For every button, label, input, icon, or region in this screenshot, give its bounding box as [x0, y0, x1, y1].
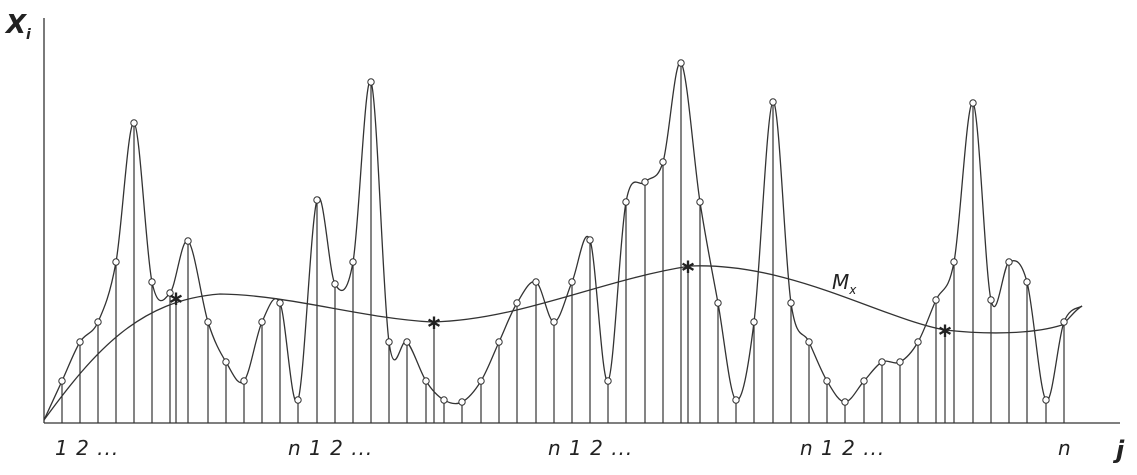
star-marker: ∗ [168, 286, 185, 310]
sample-point [166, 289, 174, 297]
sample-point [732, 396, 740, 404]
sample-point [568, 278, 576, 286]
sample-point [403, 338, 411, 346]
sample-point [1023, 278, 1031, 286]
x-tick-label: n [1058, 436, 1072, 460]
sample-point [750, 318, 758, 326]
sample-point [622, 198, 630, 206]
sample-point [58, 377, 66, 385]
sample-point [313, 196, 321, 204]
y-axis-label: Xi [6, 10, 31, 44]
sample-point [823, 377, 831, 385]
sample-point [914, 338, 922, 346]
star-marker: ∗ [680, 254, 697, 278]
sample-point [714, 299, 722, 307]
x-tick-label: n 1 2 ... [548, 436, 634, 460]
sample-point [896, 358, 904, 366]
sample-point [696, 198, 704, 206]
sample-point [878, 358, 886, 366]
x-tick-label: n 1 2 ... [288, 436, 374, 460]
sample-point [94, 318, 102, 326]
sample-point [1005, 258, 1013, 266]
sample-point [440, 396, 448, 404]
sample-point [969, 99, 977, 107]
sample-point [148, 278, 156, 286]
sample-point [458, 398, 466, 406]
sample-point [550, 318, 558, 326]
sample-point [586, 236, 594, 244]
sample-point [987, 296, 995, 304]
sample-point [787, 299, 795, 307]
sample-point [641, 178, 649, 186]
stem-lines [61, 63, 1065, 423]
sample-point [367, 78, 375, 86]
sample-point [932, 296, 940, 304]
star-marker: ∗ [426, 310, 443, 334]
sample-point [240, 377, 248, 385]
sample-point [184, 237, 192, 245]
sample-point [950, 258, 958, 266]
sample-point [112, 258, 120, 266]
sample-point [130, 119, 138, 127]
x-tick-label: 1 2 ... [55, 436, 120, 460]
sample-point [385, 338, 393, 346]
signal-curve [43, 62, 1083, 421]
sample-point [294, 396, 302, 404]
mean-curve-label: Mx [832, 270, 857, 297]
sample-markers [58, 59, 1068, 406]
sample-point [841, 398, 849, 406]
mean-curve [43, 265, 1083, 421]
star-marker: ∗ [937, 318, 954, 342]
sample-point [495, 338, 503, 346]
sample-point [222, 358, 230, 366]
sample-point [769, 98, 777, 106]
x-tick-label: n 1 2 ... [800, 436, 886, 460]
sample-point [532, 278, 540, 286]
sample-point [677, 59, 685, 67]
sample-point [422, 377, 430, 385]
sample-point [513, 299, 521, 307]
sample-point [1042, 396, 1050, 404]
sample-point [659, 158, 667, 166]
sample-point [349, 258, 357, 266]
sample-point [604, 377, 612, 385]
sample-point [76, 338, 84, 346]
sample-point [276, 299, 284, 307]
sample-point [258, 318, 266, 326]
sample-point [204, 318, 212, 326]
sample-point [805, 338, 813, 346]
x-axis-label: j [1116, 436, 1125, 464]
sample-point [477, 377, 485, 385]
sample-point [860, 377, 868, 385]
sample-point [331, 280, 339, 288]
sample-point [1060, 318, 1068, 326]
mean-star-markers: ∗ ∗ ∗ ∗ [168, 254, 954, 423]
